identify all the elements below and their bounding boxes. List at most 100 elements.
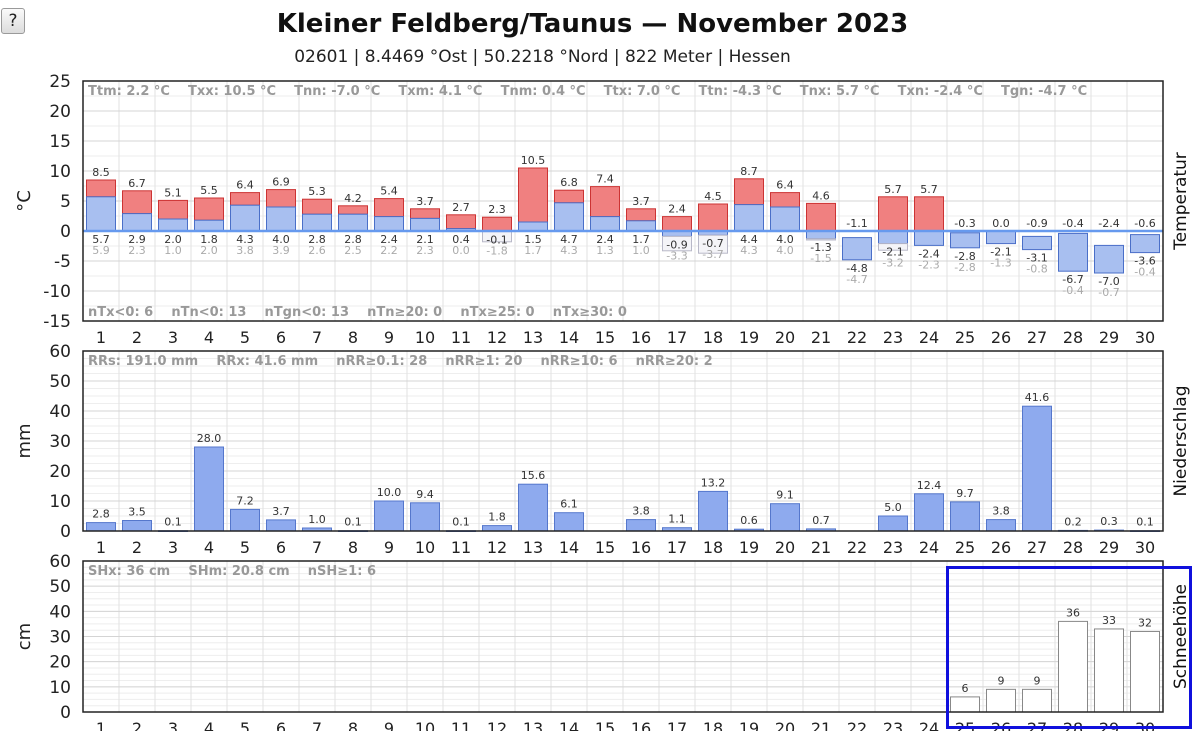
precip-label: 10.0 [377, 486, 402, 499]
x-tick-label: 27 [1027, 538, 1047, 557]
tmax-bar [158, 199, 188, 220]
tmax-label: 2.4 [668, 203, 686, 216]
tmin-bar [230, 204, 260, 232]
x-tick-label: 23 [883, 538, 903, 557]
tmin-bar [842, 237, 872, 261]
tmax-label: 6.9 [272, 176, 290, 189]
tmax-bar [770, 192, 800, 208]
tmax-label: 4.2 [344, 192, 362, 205]
x-tick-label: 22 [847, 538, 867, 557]
tground-label: 2.0 [200, 244, 218, 257]
tground-label: 1.7 [524, 244, 542, 257]
x-tick-label: 21 [811, 538, 831, 557]
tmax-label: 5.7 [920, 183, 938, 196]
y-tick-label: 5 [60, 192, 71, 212]
tmin-label: -0.7 [702, 237, 723, 250]
tmin-label: 1.8 [200, 233, 218, 246]
tmax-bar [446, 214, 476, 230]
x-tick-label: 7 [312, 719, 322, 731]
tmin-label: 2.4 [380, 233, 398, 246]
precip-label: 3.7 [272, 505, 290, 518]
tmin-bar [626, 220, 656, 232]
tmax-label: 3.7 [632, 195, 650, 208]
precip-label: 9.4 [416, 488, 434, 501]
y-tick-label: 10 [49, 162, 71, 182]
x-tick-label: 9 [384, 538, 394, 557]
tground-bar [698, 234, 728, 254]
precip-bar [986, 519, 1016, 532]
tground-label: -1.3 [990, 257, 1011, 270]
tmin-label: 4.0 [776, 233, 794, 246]
summary-stats: SHx: 36 cm SHm: 20.8 cm nSH≥1: 6 [88, 564, 376, 579]
tmin-bar [122, 213, 152, 232]
tground-label: -3.2 [882, 257, 903, 270]
precip-bar [194, 446, 224, 532]
x-tick-label: 23 [883, 719, 903, 731]
y-axis-label: mm [14, 423, 35, 458]
tmin-label: 4.3 [236, 233, 254, 246]
x-tick-label: 1 [96, 719, 106, 731]
tmax-bar [482, 216, 512, 232]
y-tick-label: 60 [49, 552, 71, 572]
x-tick-label: 10 [415, 719, 435, 731]
x-tick-label: 5 [240, 719, 250, 731]
tmin-label: -6.7 [1062, 273, 1083, 286]
page-title: Kleiner Feldberg/Taunus — November 2023 [276, 9, 909, 39]
tmin-label: -0.1 [486, 234, 507, 247]
tmax-label: -0.4 [1062, 217, 1083, 230]
x-tick-label: 16 [631, 719, 651, 731]
precip-label: 9.7 [956, 487, 974, 500]
x-tick-label: 17 [667, 719, 687, 731]
tmax-label: 8.7 [740, 165, 758, 178]
tground-label: -0.4 [1134, 266, 1155, 279]
x-tick-label: 18 [703, 719, 723, 731]
precip-bar [626, 519, 656, 532]
tground-label: -2.8 [954, 261, 975, 274]
tmax-label: 2.7 [452, 201, 470, 214]
x-tick-label: 11 [451, 328, 471, 347]
tmin-bar [1022, 235, 1052, 251]
x-tick-label: 24 [919, 719, 939, 731]
precip-label: 5.0 [884, 501, 902, 514]
tmax-bar [302, 198, 332, 215]
precip-bar [266, 519, 296, 532]
precip-label: 0.1 [164, 516, 182, 529]
snow-label: 33 [1102, 614, 1116, 627]
tmin-label: -2.1 [882, 246, 903, 259]
tmin-label: -3.1 [1026, 252, 1047, 265]
x-tick-label: 13 [523, 538, 543, 557]
summary-stats: RRs: 191.0 mm RRx: 41.6 mm nRR≥0.1: 28 n… [88, 354, 713, 369]
tmax-label: -1.1 [846, 217, 867, 230]
x-tick-label: 10 [415, 538, 435, 557]
precip-label: 15.6 [521, 469, 546, 482]
x-tick-label: 1 [96, 328, 106, 347]
help-button[interactable]: ? [1, 8, 25, 34]
precip-label: 0.3 [1100, 515, 1118, 528]
plot-frame [82, 560, 1164, 713]
tmin-bar [590, 216, 620, 232]
y-tick-label: 30 [49, 628, 71, 648]
tmax-label: 4.6 [812, 189, 830, 202]
tmin-bar [1058, 232, 1088, 272]
tground-label: -0.7 [1098, 286, 1119, 299]
tmin-label: 2.8 [344, 233, 362, 246]
tmax-label: 2.3 [488, 203, 506, 216]
tmin-label: -2.1 [990, 246, 1011, 259]
precip-bar [230, 508, 260, 532]
x-tick-label: 29 [1099, 538, 1119, 557]
tmin-label: 0.4 [452, 233, 470, 246]
x-tick-label: 14 [559, 328, 579, 347]
tground-label: 5.9 [92, 244, 110, 257]
precip-bar [770, 503, 800, 532]
snow-label: 9 [1034, 674, 1041, 687]
x-tick-label: 9 [384, 328, 394, 347]
x-tick-label: 20 [775, 538, 795, 557]
tground-label: 1.3 [596, 244, 614, 257]
y-tick-label: -15 [43, 312, 71, 332]
tmin-label: -4.8 [846, 262, 867, 275]
tmin-label: -1.3 [810, 241, 831, 254]
precip-bar [878, 515, 908, 532]
precip-label: 28.0 [197, 432, 222, 445]
x-tick-label: 5 [240, 538, 250, 557]
y-tick-label: 0 [60, 703, 71, 723]
